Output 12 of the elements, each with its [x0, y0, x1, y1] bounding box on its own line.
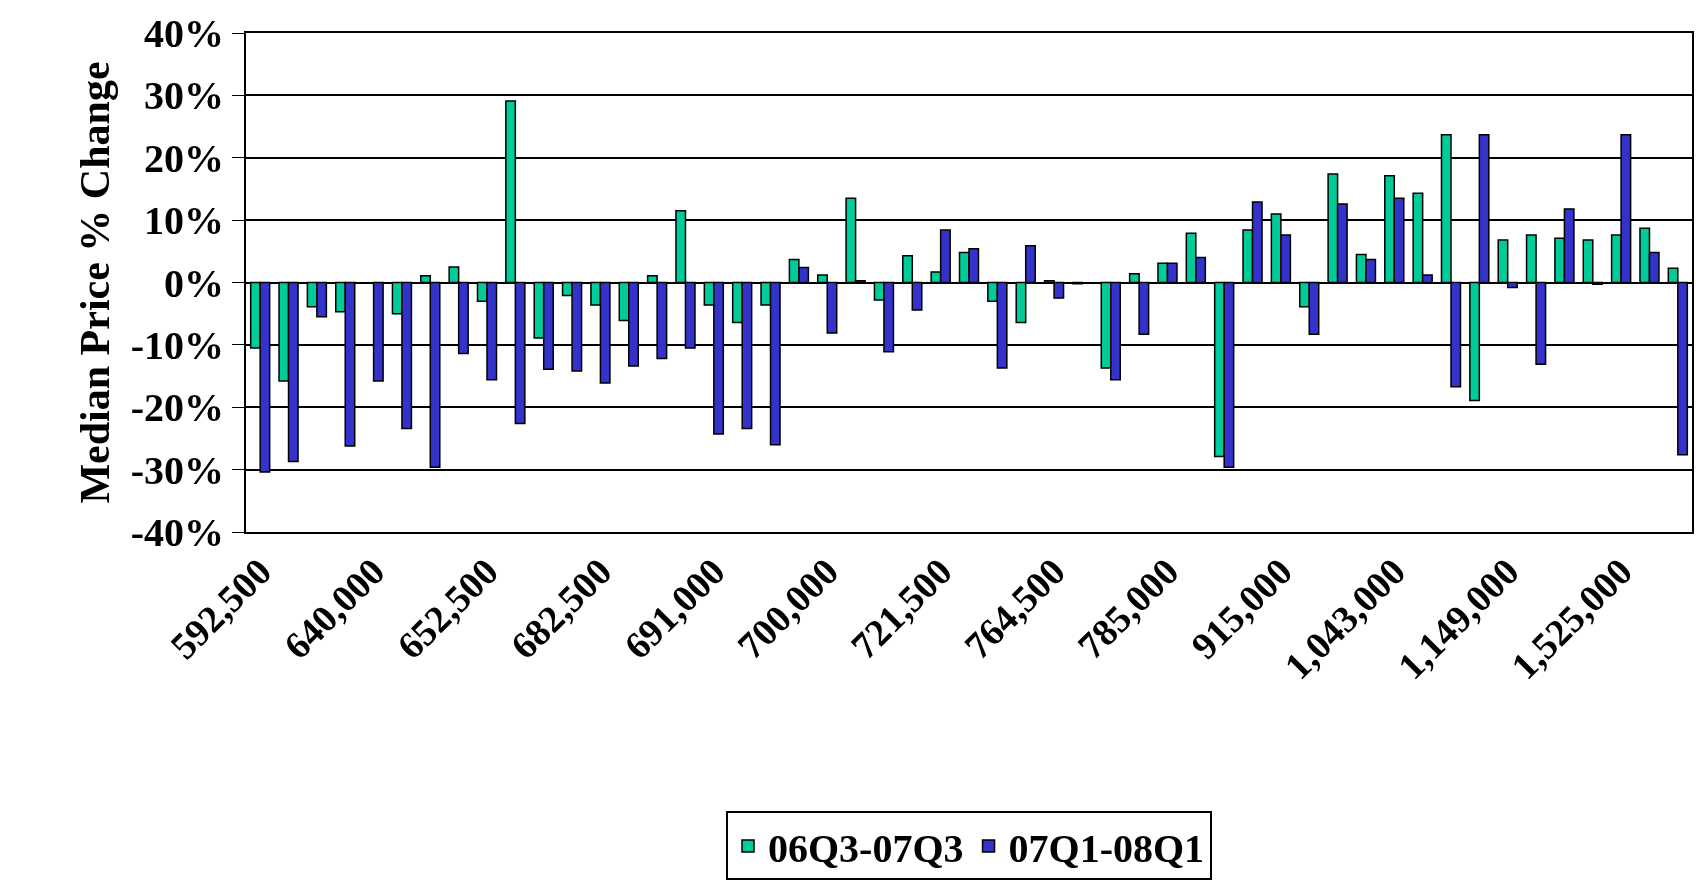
- y-tick-label: -30%: [130, 447, 224, 493]
- y-axis-title: Median Price % Change: [71, 61, 118, 504]
- legend-label: 06Q3-07Q3: [768, 825, 964, 871]
- y-tick-label: 0%: [164, 260, 224, 306]
- y-tick-label: -20%: [130, 385, 224, 431]
- y-tick-label: 20%: [144, 135, 224, 181]
- legend-label: 07Q1-08Q1: [1008, 825, 1205, 871]
- y-tick-label: -40%: [130, 510, 224, 555]
- y-tick-label: 40%: [144, 11, 224, 56]
- y-tick-label: 10%: [144, 198, 224, 244]
- y-tick-label: 30%: [144, 73, 224, 119]
- y-tick-label: -10%: [130, 322, 224, 368]
